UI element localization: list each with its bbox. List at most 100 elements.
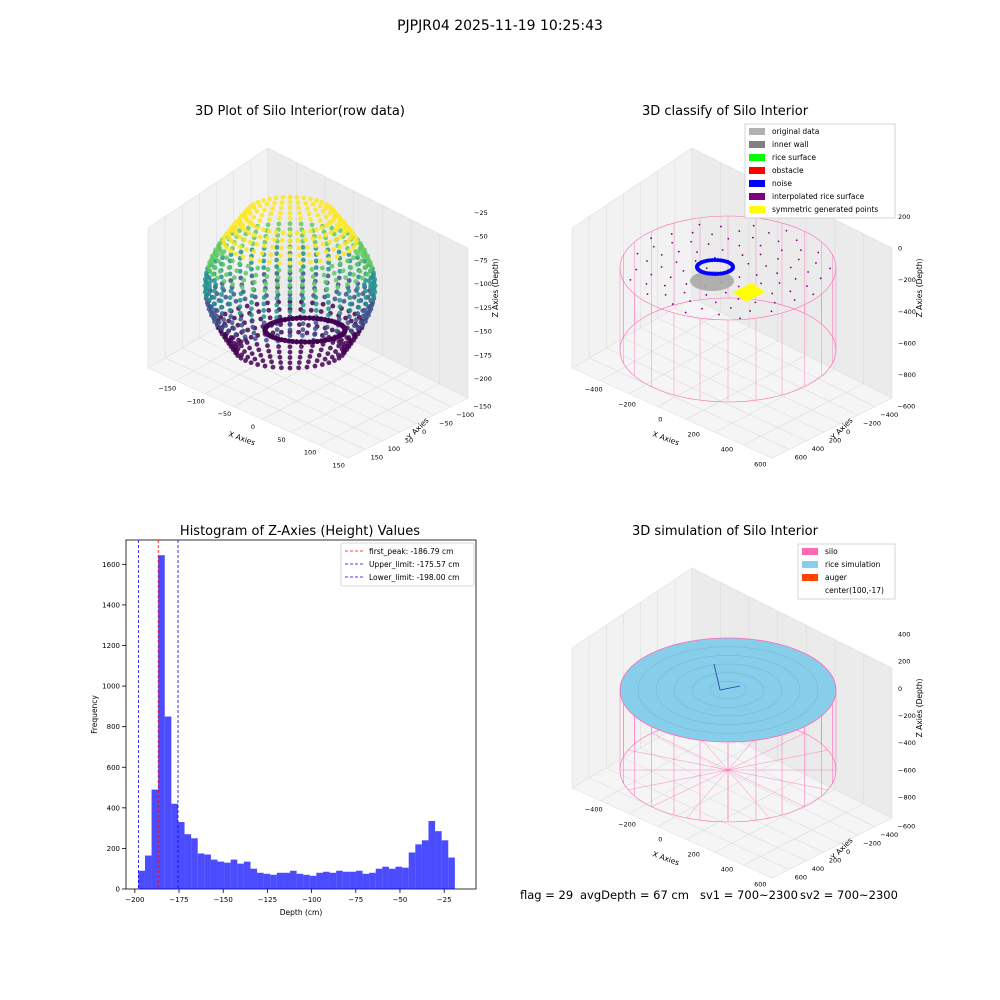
scatter-point [368, 297, 374, 303]
grid-line [600, 732, 721, 802]
y-tick-label: −50 [439, 419, 453, 427]
scatter-point [331, 247, 336, 252]
grid-line [165, 357, 366, 450]
interp-point [694, 260, 697, 262]
y-tick-label: −150 [473, 402, 491, 410]
grid-line [589, 357, 790, 450]
scatter-point [228, 252, 234, 258]
histogram-bar [250, 868, 258, 889]
x-axis-label: X Axies [651, 849, 680, 867]
z-tick-label: −125 [474, 304, 492, 312]
scatter-point [248, 256, 254, 262]
scatter-point [298, 221, 304, 227]
legend-swatch [749, 154, 765, 161]
z-tick-label: −600 [898, 340, 916, 348]
scatter-point [226, 265, 232, 271]
scatter-point [287, 215, 293, 221]
scatter-point [358, 320, 364, 325]
scatter-point [313, 308, 319, 313]
noise-point [713, 258, 717, 262]
scatter-point [213, 254, 219, 260]
scatter-point [311, 281, 317, 287]
scatter-point [337, 244, 343, 250]
x-tick-label: 0 [251, 423, 255, 431]
scatter-point [261, 265, 267, 271]
scatter-point [315, 212, 321, 218]
histogram-y-tick-label: 1600 [102, 561, 120, 569]
interp-point [691, 231, 694, 234]
scatter-point [221, 234, 227, 240]
interp-point [660, 266, 663, 268]
scatter-point [357, 268, 363, 274]
histogram-bar [342, 871, 350, 889]
legend-label: silo [825, 547, 838, 556]
scatter-point [304, 364, 310, 370]
scatter-point [259, 212, 265, 218]
noise-point [730, 263, 735, 268]
interp-point [819, 277, 822, 280]
scatter-point [296, 329, 302, 335]
scatter-point [308, 216, 313, 222]
histogram-x-tick-label: −150 [214, 896, 233, 904]
scatter-point [261, 301, 267, 307]
interp-point [765, 265, 767, 267]
scatter-point [323, 330, 329, 336]
z-tick-label: −800 [898, 371, 916, 379]
scatter-point [239, 322, 245, 328]
histogram-x-tick-label: −25 [437, 896, 452, 904]
scatter-point [251, 214, 257, 220]
scatter-point [287, 289, 293, 295]
scatter-point [263, 337, 269, 343]
scatter-point [355, 326, 361, 331]
scatter-point [249, 351, 255, 357]
y-tick-label: 200 [829, 857, 841, 865]
scatter-point [325, 293, 331, 299]
interp-point [776, 272, 779, 275]
grid-line [714, 369, 835, 433]
scatter-point [341, 231, 346, 237]
scatter-point [274, 302, 280, 308]
scatter-point [221, 278, 227, 284]
scatter-point [300, 251, 306, 257]
scatter-point [324, 202, 329, 207]
histogram-bar [303, 874, 310, 889]
scatter-point [324, 286, 330, 292]
scatter-point [209, 310, 215, 316]
scatter-point [298, 349, 304, 355]
scatter-point [323, 249, 329, 255]
interp-point [738, 276, 741, 279]
histogram-bar [151, 789, 159, 889]
legend-swatch [749, 193, 765, 200]
scatter-point [267, 196, 272, 202]
scatter-point [334, 328, 340, 334]
scatter-point [329, 327, 335, 333]
scatter-point [268, 211, 274, 217]
scatter-point [249, 300, 254, 305]
auger-line [713, 663, 721, 691]
scatter-point [351, 294, 357, 300]
scatter-point [279, 237, 285, 243]
scatter-point [342, 241, 348, 247]
grid-line [743, 803, 864, 866]
scatter-point [208, 278, 214, 284]
y-tick-label: −400 [880, 831, 898, 839]
x-tick-label: −200 [618, 401, 636, 409]
histogram-bar [375, 868, 383, 889]
scatter-point [257, 258, 263, 264]
interp-point [806, 285, 808, 288]
interp-point [759, 253, 762, 256]
legend-label: symmetric generated points [772, 205, 878, 214]
scatter-point [326, 260, 332, 265]
scatter-point [345, 282, 350, 287]
silo-floor-spoke [628, 749, 729, 771]
rice-mesh-ring [673, 663, 783, 717]
scatter-point [275, 282, 281, 288]
histogram-bar [237, 863, 244, 889]
scatter-point [231, 315, 237, 321]
scatter-point [261, 294, 267, 300]
scatter-point [220, 262, 226, 267]
interp-point [689, 300, 692, 303]
scatter-point [358, 244, 364, 250]
scatter-point [270, 206, 276, 211]
scatter-point [287, 327, 293, 333]
